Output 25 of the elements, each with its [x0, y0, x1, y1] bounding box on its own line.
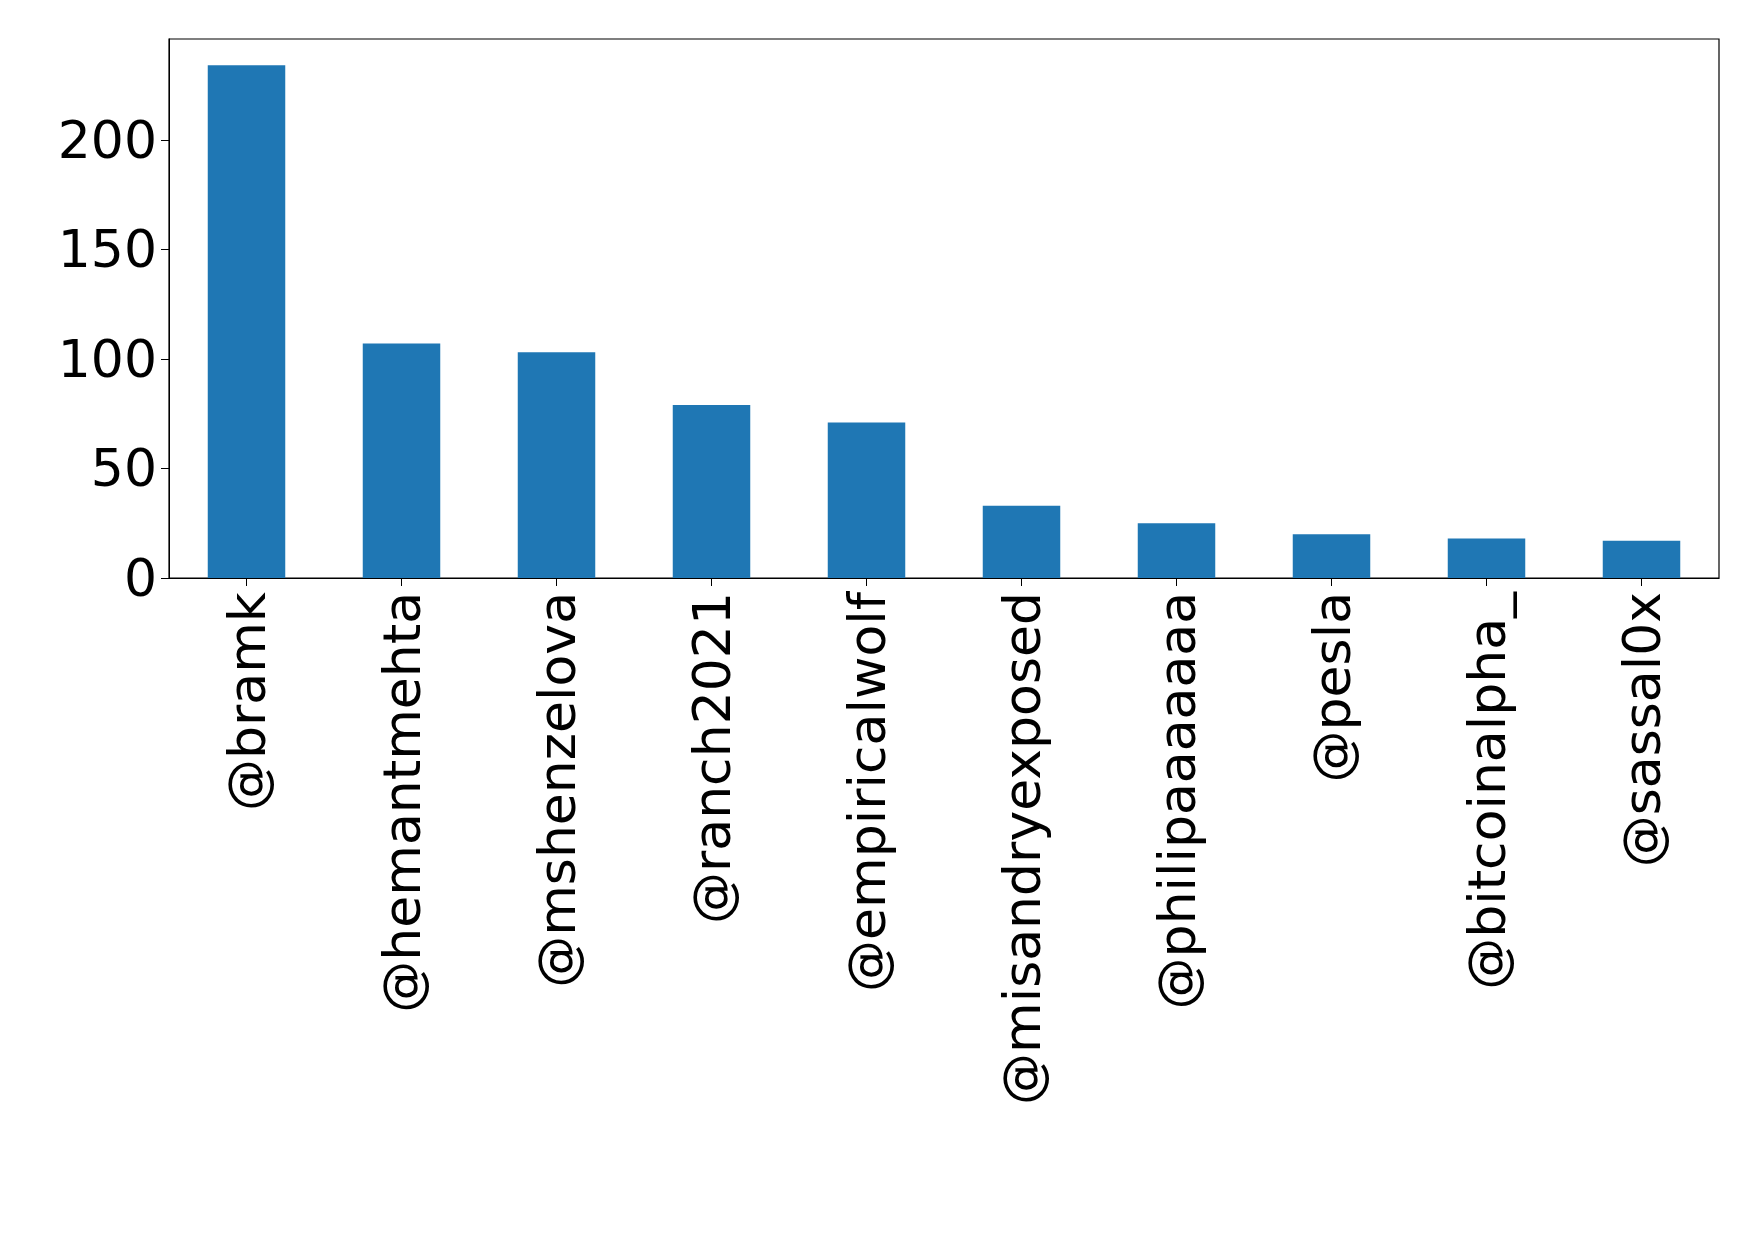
bar: [1602, 540, 1681, 578]
bar: [672, 404, 751, 578]
y-tick-label: 200: [57, 109, 157, 170]
x-tick-label: @empiricalwolf: [836, 590, 897, 992]
bar: [517, 352, 596, 578]
y-tick-label: 150: [57, 219, 157, 280]
bar: [362, 343, 441, 578]
bar: [1447, 538, 1526, 578]
y-tick-label: 100: [57, 328, 157, 389]
x-tick-label: @philipaaaaaaa: [1146, 592, 1207, 1010]
x-tick-label: @bramk: [216, 592, 277, 812]
x-tick-label: @misandryexposed: [991, 592, 1052, 1105]
bar: [982, 505, 1061, 578]
x-tick-label: @ranch2021: [681, 592, 742, 925]
bar: [827, 422, 906, 578]
x-tick-label: @pesla: [1301, 592, 1362, 783]
x-tick-label: @bitcoinalpha_: [1456, 591, 1517, 990]
x-tick-label: @sassal0x: [1611, 592, 1672, 868]
x-tick-label: @hemantmehta: [371, 592, 432, 1013]
bar: [1292, 534, 1371, 578]
y-tick-label: 0: [123, 548, 157, 608]
bar: [207, 65, 286, 578]
y-tick-label: 50: [90, 438, 157, 499]
x-tick-label: @mshenzelova: [526, 592, 587, 988]
bar: [1137, 523, 1216, 578]
